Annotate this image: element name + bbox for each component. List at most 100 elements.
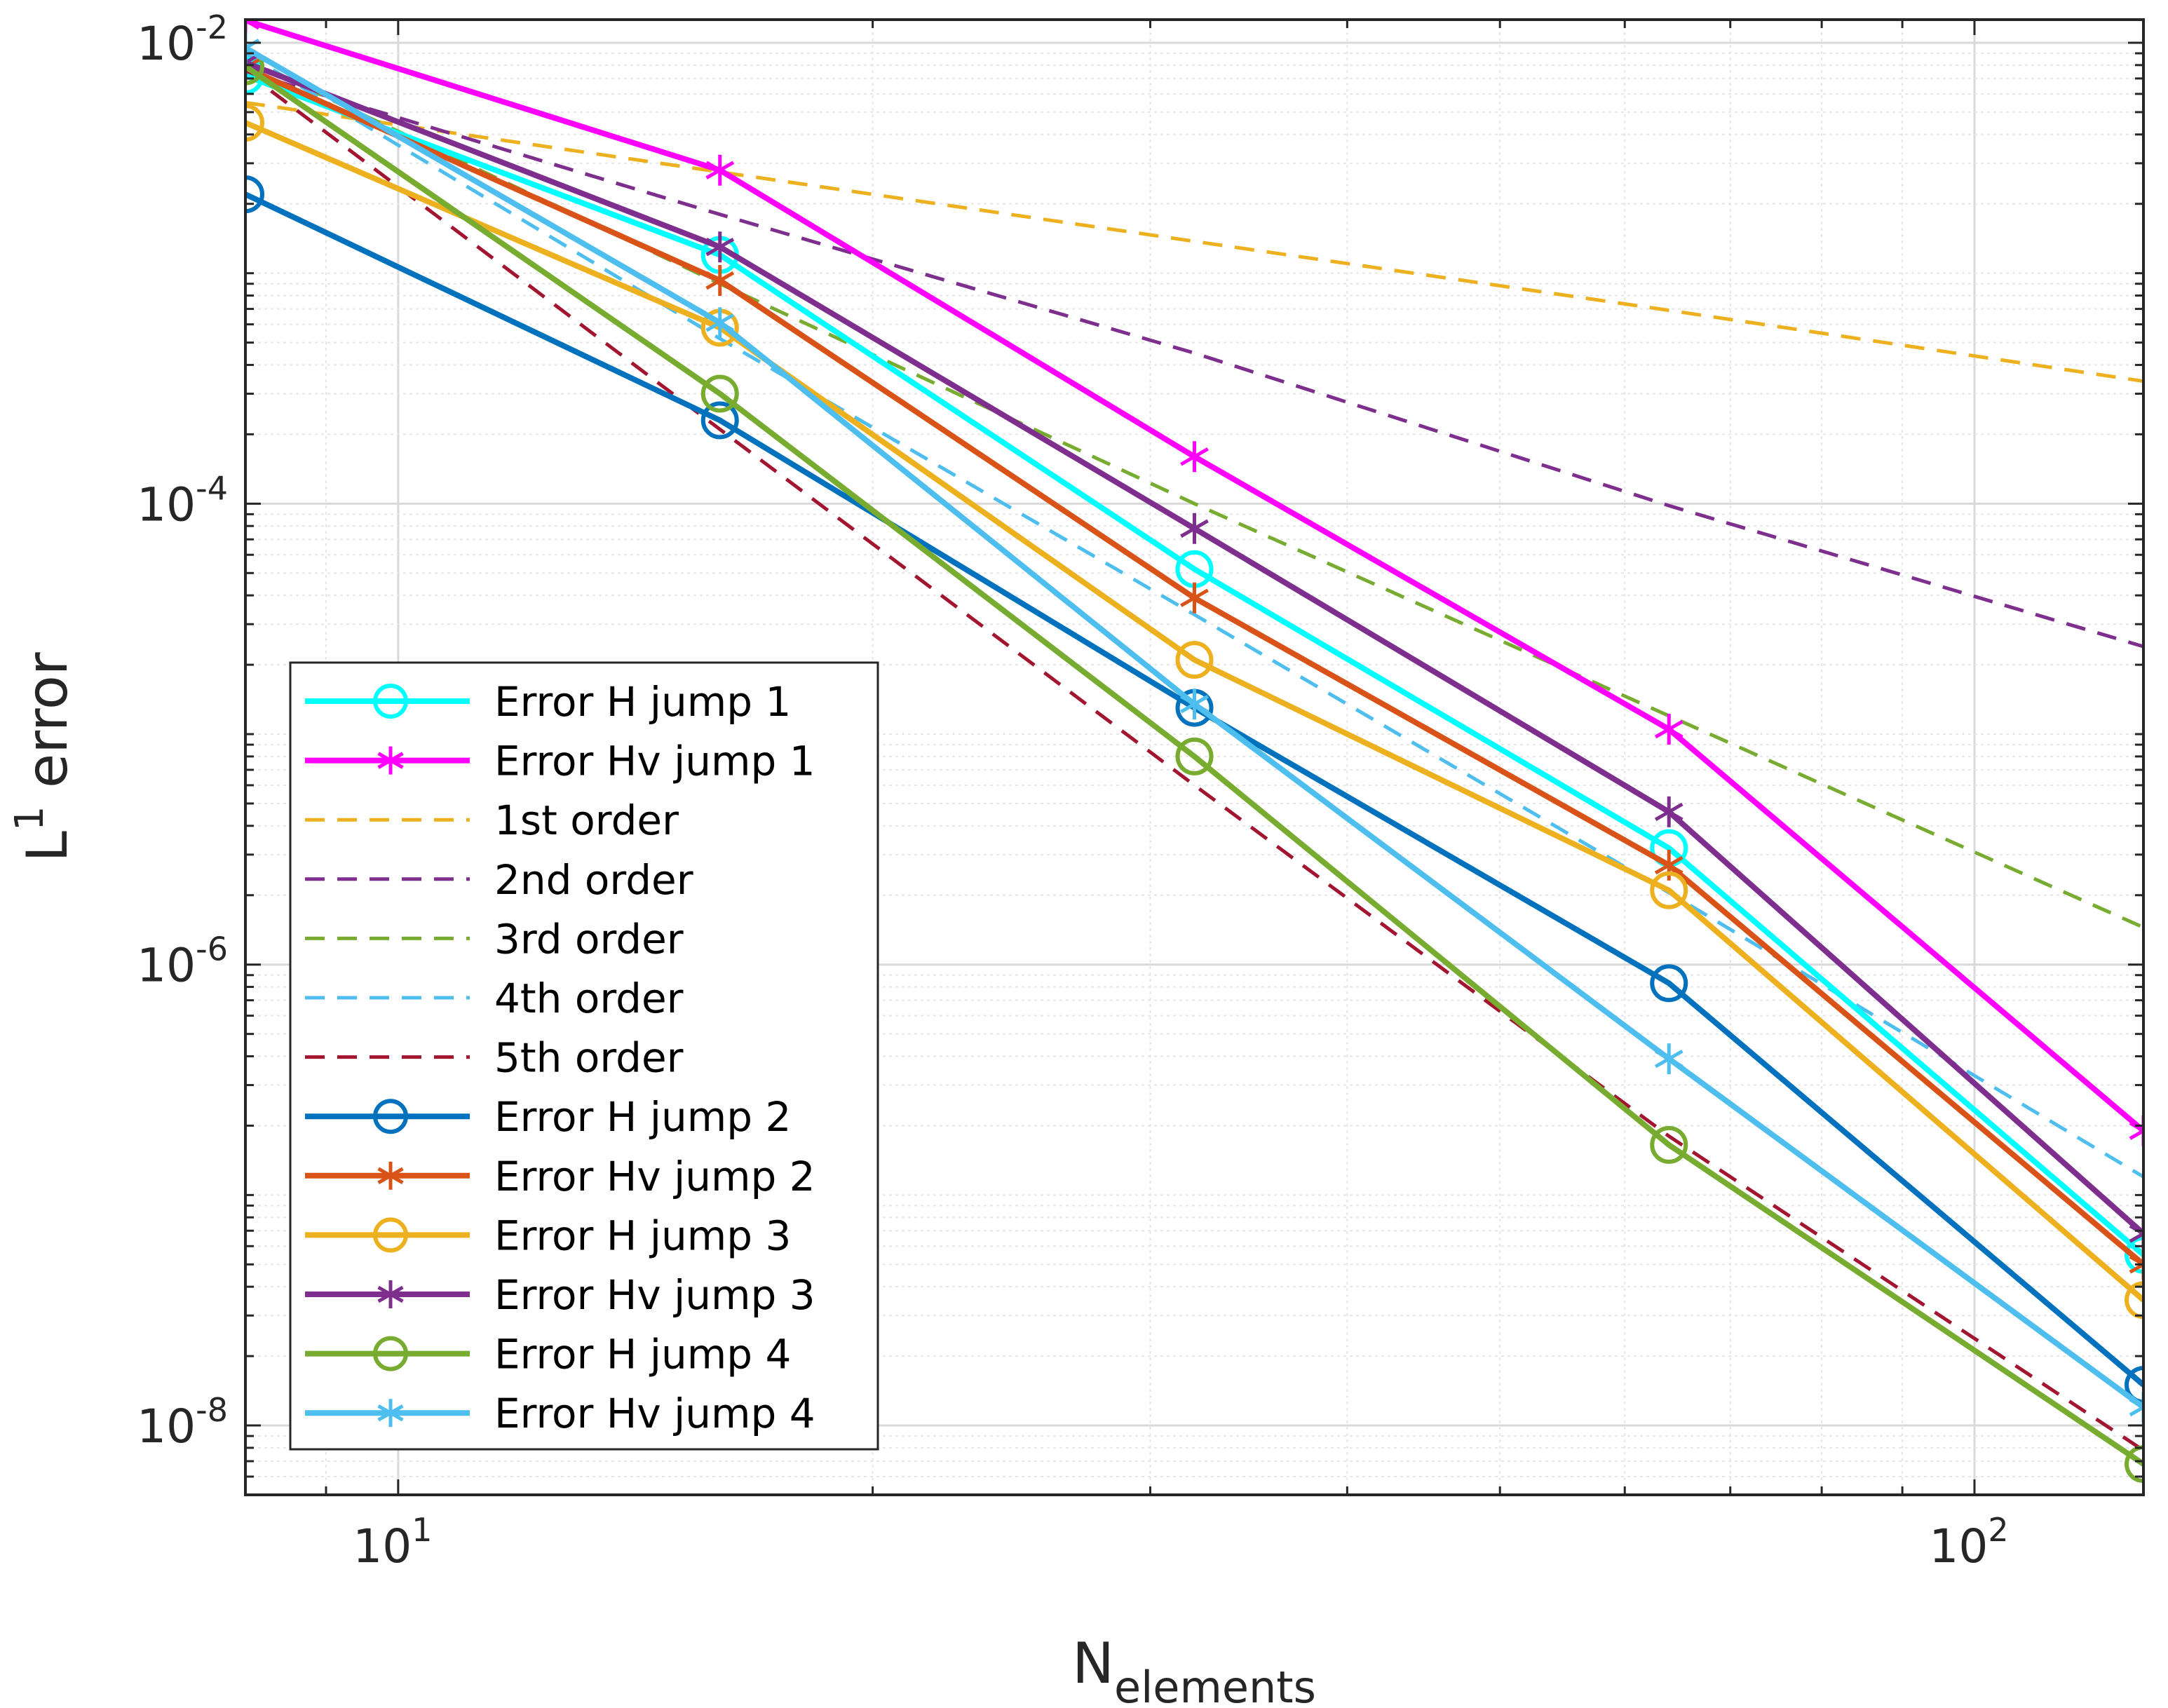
x-tick-exponent: 1 bbox=[412, 1511, 432, 1549]
asterisk-stroke bbox=[2129, 1262, 2143, 1274]
asterisk-stroke bbox=[245, 60, 260, 72]
asterisk-stroke bbox=[1654, 802, 1683, 822]
legend-entry: Error Hv jump 3 bbox=[305, 1271, 815, 1319]
asterisk-marker bbox=[377, 1161, 404, 1190]
legend-entry: 2nd order bbox=[305, 856, 693, 904]
series-error-h-jump-3 bbox=[245, 103, 2143, 1320]
legend-label: 5th order bbox=[494, 1034, 684, 1082]
asterisk-stroke bbox=[705, 161, 735, 179]
asterisk-stroke bbox=[377, 1167, 404, 1184]
asterisk-stroke bbox=[1654, 719, 1683, 739]
asterisk-marker bbox=[1180, 513, 1209, 544]
circle-marker bbox=[245, 103, 264, 142]
circle-marker bbox=[700, 374, 739, 413]
circle-marker bbox=[1175, 641, 1214, 679]
series-2nd-order bbox=[245, 69, 2143, 649]
x-axis-label-subscript: elements bbox=[1114, 1662, 1316, 1708]
asterisk-stroke bbox=[1180, 519, 1209, 538]
asterisk-marker bbox=[245, 20, 260, 36]
asterisk-marker bbox=[1654, 714, 1683, 745]
y-tick-base: 10 bbox=[137, 939, 196, 993]
y-tick-label: 10-2 bbox=[137, 8, 228, 71]
asterisk-stroke bbox=[377, 1285, 404, 1303]
legend-entry: 4th order bbox=[305, 975, 684, 1022]
y-tick-exponent: -4 bbox=[196, 469, 228, 507]
series-line bbox=[245, 69, 2143, 649]
y-tick-base: 10 bbox=[137, 17, 196, 71]
legend-label: Error H jump 1 bbox=[494, 678, 791, 726]
legend-entry: 1st order bbox=[305, 797, 679, 844]
series-line bbox=[245, 73, 2143, 1257]
legend-label: Error Hv jump 1 bbox=[494, 738, 815, 785]
asterisk-marker bbox=[377, 1399, 404, 1428]
asterisk-stroke bbox=[2129, 1397, 2143, 1409]
legend-entry: Error Hv jump 2 bbox=[305, 1153, 815, 1200]
asterisk-marker bbox=[1180, 582, 1209, 614]
y-axis-label: L1 error bbox=[7, 652, 80, 862]
asterisk-stroke bbox=[1654, 855, 1683, 875]
asterisk-marker bbox=[377, 1280, 404, 1308]
asterisk-marker bbox=[2129, 1218, 2143, 1249]
asterisk-stroke bbox=[377, 752, 404, 769]
legend: Error H jump 1 Error Hv jump 1 1st order 2n… bbox=[289, 661, 879, 1451]
legend-label: Error Hv jump 2 bbox=[494, 1153, 815, 1200]
legend-label: Error H jump 2 bbox=[494, 1093, 791, 1141]
tick-marks bbox=[245, 20, 2143, 1495]
y-tick-exponent: -2 bbox=[196, 8, 228, 46]
series-line bbox=[245, 70, 2143, 1452]
legend-entry: Error H jump 3 bbox=[305, 1212, 791, 1259]
series-5th-order bbox=[245, 70, 2143, 1452]
asterisk-stroke bbox=[2129, 1224, 2143, 1236]
legend-label: 1st order bbox=[494, 797, 679, 844]
series-line bbox=[245, 64, 2143, 1467]
circle-marker bbox=[1650, 871, 1688, 909]
y-axis-label-base: L bbox=[15, 831, 80, 862]
asterisk-stroke bbox=[1180, 447, 1209, 466]
asterisk-stroke bbox=[2129, 1405, 2143, 1417]
circle-marker bbox=[245, 47, 264, 86]
circle-marker bbox=[373, 684, 408, 719]
x-tick-base: 10 bbox=[353, 1519, 412, 1573]
series-line bbox=[245, 120, 2143, 1303]
asterisk-marker bbox=[1180, 689, 1209, 720]
legend-label: 3rd order bbox=[494, 915, 684, 963]
series-layer bbox=[245, 20, 2143, 1484]
asterisk-stroke bbox=[2129, 1121, 2143, 1133]
asterisk-marker bbox=[2129, 1249, 2143, 1280]
asterisk-marker bbox=[1654, 1043, 1683, 1075]
y-tick-exponent: -6 bbox=[196, 930, 228, 968]
asterisk-stroke bbox=[245, 20, 260, 30]
y-tick-label: 10-6 bbox=[137, 930, 228, 993]
legend-entry: Error H jump 4 bbox=[305, 1331, 791, 1378]
y-tick-label: 10-8 bbox=[137, 1391, 228, 1453]
legend-entry: Error Hv jump 1 bbox=[305, 738, 815, 785]
asterisk-marker bbox=[705, 307, 735, 339]
series-1st-order bbox=[245, 100, 2143, 384]
legend-entry: Error H jump 1 bbox=[305, 678, 791, 726]
series-line bbox=[245, 100, 2143, 384]
asterisk-stroke bbox=[2129, 1255, 2143, 1267]
circle-marker bbox=[245, 175, 264, 214]
y-axis-label-superscript: 1 bbox=[7, 806, 53, 831]
x-tick-label: 101 bbox=[353, 1511, 432, 1573]
circle-marker bbox=[2125, 1235, 2143, 1274]
asterisk-stroke bbox=[1654, 1049, 1683, 1069]
asterisk-marker bbox=[705, 231, 735, 263]
x-tick-label: 102 bbox=[1929, 1511, 2008, 1573]
series-error-hv-jump-3 bbox=[245, 47, 2143, 1249]
asterisk-marker bbox=[705, 265, 735, 297]
circle-marker bbox=[1175, 737, 1214, 775]
circle-marker bbox=[373, 1099, 408, 1134]
asterisk-stroke bbox=[245, 46, 260, 57]
circle-marker bbox=[373, 1336, 408, 1371]
y-axis-label-rest: error bbox=[15, 652, 80, 806]
legend-entry: 3rd order bbox=[305, 915, 684, 963]
circle-marker bbox=[2125, 1445, 2143, 1484]
circle-marker bbox=[1650, 964, 1688, 1003]
x-axis-label-base: N bbox=[1072, 1631, 1114, 1696]
legend-label: Error Hv jump 3 bbox=[494, 1271, 815, 1319]
legend-label: 4th order bbox=[494, 975, 684, 1022]
x-axis-label: Nelements bbox=[1072, 1631, 1316, 1708]
